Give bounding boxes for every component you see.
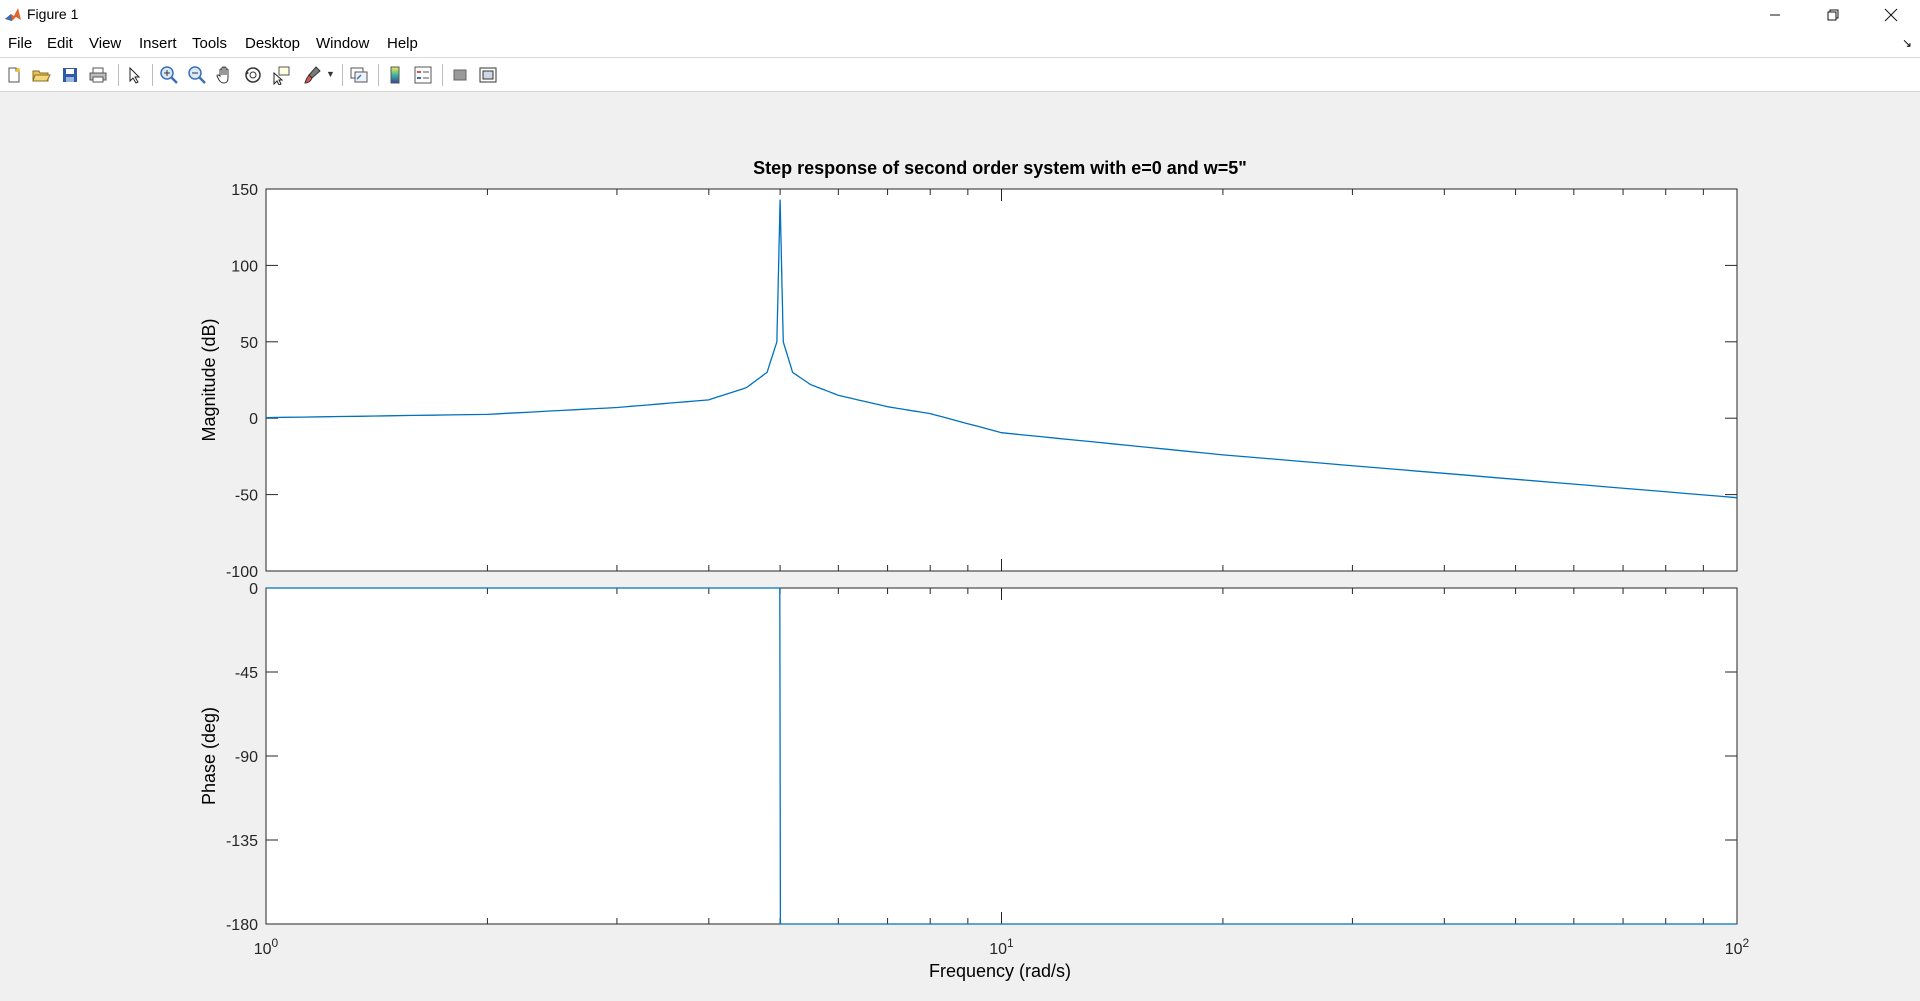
phase-y-tick-label: -45 xyxy=(235,665,258,682)
menu-desktop[interactable]: Desktop xyxy=(245,35,301,52)
menu-file[interactable]: File xyxy=(8,35,33,52)
phase-axes[interactable]: 0 -45 -90 -135 -180 xyxy=(226,581,1738,934)
figure-canvas: Step response of second order system wit… xyxy=(0,92,1920,1001)
phase-y-tick-label: -90 xyxy=(235,749,258,766)
magnitude-y-tick-label: 150 xyxy=(231,182,258,199)
edit-plot-icon[interactable] xyxy=(123,63,147,87)
magnitude-y-tick-label: 100 xyxy=(231,258,258,275)
show-plot-tools-icon[interactable] xyxy=(476,63,500,87)
phase-ylabel: Phase (deg) xyxy=(199,707,219,805)
pan-icon[interactable] xyxy=(213,63,237,87)
save-icon[interactable] xyxy=(58,63,82,87)
zoom-in-icon[interactable] xyxy=(157,63,181,87)
menu-insert[interactable]: Insert xyxy=(139,35,177,52)
magnitude-ylabel: Magnitude (dB) xyxy=(199,318,219,441)
restore-icon xyxy=(1827,9,1839,21)
minimize-icon xyxy=(1770,14,1780,16)
x-tick-label: 101 xyxy=(989,936,1014,958)
menu-help[interactable]: Help xyxy=(387,35,418,52)
close-button[interactable] xyxy=(1862,0,1920,30)
x-tick-labels: 100 101 102 xyxy=(254,936,1750,958)
menu-bar: File Edit View Insert Tools Desktop Wind… xyxy=(0,30,1920,58)
magnitude-y-tick-label: -50 xyxy=(235,488,258,505)
magnitude-axes[interactable]: 150 100 50 0 -50 -100 xyxy=(226,182,1738,581)
x-tick-label: 100 xyxy=(254,936,279,958)
menu-tools[interactable]: Tools xyxy=(192,35,228,52)
window-title: Figure 1 xyxy=(27,6,79,22)
bode-plot: Step response of second order system wit… xyxy=(199,158,1750,981)
phase-y-tick-label: 0 xyxy=(249,581,258,598)
print-icon[interactable] xyxy=(86,63,110,87)
menu-window[interactable]: Window xyxy=(316,35,370,52)
insert-legend-icon[interactable] xyxy=(411,63,435,87)
matlab-logo-icon xyxy=(4,6,22,24)
zoom-out-icon[interactable] xyxy=(185,63,209,87)
phase-axes-box xyxy=(265,587,1738,925)
phase-series-line[interactable] xyxy=(266,587,1737,925)
magnitude-y-tick-label: 50 xyxy=(240,335,258,352)
magnitude-axes-box xyxy=(265,188,1738,572)
close-icon xyxy=(1884,8,1898,22)
hide-plot-tools-icon[interactable] xyxy=(448,63,472,87)
open-file-icon[interactable] xyxy=(29,63,53,87)
restore-button[interactable] xyxy=(1804,0,1862,30)
brush-dropdown-icon[interactable]: ▼ xyxy=(326,69,335,79)
figure-toolbar: ▼ xyxy=(0,58,1920,92)
dock-arrow-icon[interactable]: ↘ xyxy=(1901,36,1912,50)
menu-view[interactable]: View xyxy=(89,35,122,52)
x-tick-label: 102 xyxy=(1725,936,1750,958)
phase-y-tick-label: -180 xyxy=(226,917,258,934)
minimize-button[interactable] xyxy=(1746,0,1804,30)
magnitude-y-tick-label: 0 xyxy=(249,411,258,428)
insert-colorbar-icon[interactable] xyxy=(383,63,407,87)
rotate-3d-icon[interactable] xyxy=(241,63,265,87)
new-figure-icon[interactable] xyxy=(2,63,26,87)
phase-y-tick-label: -135 xyxy=(226,833,258,850)
magnitude-y-tick-label: -100 xyxy=(226,564,258,581)
magnitude-series-line[interactable] xyxy=(265,199,1738,499)
data-cursor-icon[interactable] xyxy=(269,63,293,87)
chart-title: Step response of second order system wit… xyxy=(753,158,1247,178)
frequency-xlabel: Frequency (rad/s) xyxy=(929,961,1071,981)
title-bar: Figure 1 xyxy=(0,0,1920,30)
link-plot-icon[interactable] xyxy=(347,63,371,87)
brush-icon[interactable] xyxy=(300,63,324,87)
menu-edit[interactable]: Edit xyxy=(47,35,73,52)
